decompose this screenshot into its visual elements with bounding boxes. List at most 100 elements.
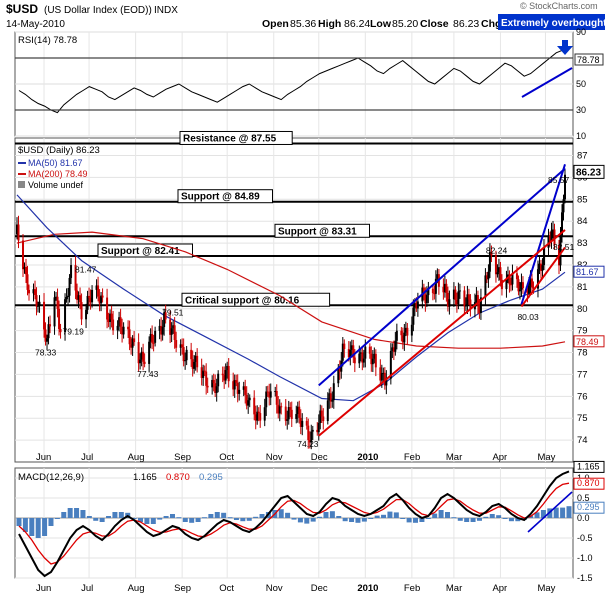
price-bar-body [307, 425, 310, 441]
price-bar-body [433, 293, 436, 295]
price-x-label: Apr [492, 452, 507, 463]
macd-histogram-bar [208, 514, 214, 518]
price-bar-body [116, 325, 119, 331]
macd-x-label: Nov [266, 583, 283, 594]
level-label: Support @ 84.89 [181, 192, 260, 203]
price-bar-body [173, 325, 176, 341]
price-bar-body [374, 353, 377, 368]
price-bar-body [131, 338, 134, 348]
price-bar-body [175, 340, 178, 348]
price-bar-body [478, 305, 481, 313]
price-bar-body [224, 370, 227, 381]
price-bar-body [214, 383, 217, 393]
macd-histogram-bar [74, 508, 80, 518]
price-bar-body [508, 274, 511, 285]
macd-histogram-bar [16, 518, 22, 526]
price-bar-body [529, 278, 532, 286]
macd-x-label: 2010 [357, 583, 378, 594]
price-bar-body [221, 373, 224, 376]
price-bar-body [86, 295, 89, 310]
macd-panel: 1.00.50.0-0.5-1.0-1.5 MACD(12,26,9) 1.16… [14, 460, 605, 594]
price-bar-body [164, 312, 167, 320]
red-trendline [318, 229, 566, 437]
macd-x-label: Jul [81, 583, 93, 594]
price-bar-body [562, 199, 565, 213]
macd-histogram-bar [413, 518, 419, 523]
price-bar-body [395, 330, 398, 341]
level-label: Critical support @ 80.16 [185, 295, 300, 306]
price-bar-body [364, 346, 367, 359]
overbought-callout-text: Extremely overbought [501, 18, 607, 29]
price-bar-body [58, 308, 61, 329]
price-annotation: 77.43 [137, 369, 159, 379]
macd-histogram-bar [566, 506, 572, 518]
price-bar-body [352, 345, 355, 358]
macd-histogram-bar [35, 518, 41, 538]
price-bar-body [319, 410, 322, 423]
price-bar-body [446, 292, 449, 307]
macd-legend-value: 1.165 [133, 472, 157, 483]
price-bar-body [65, 296, 68, 300]
macd-histogram-bar [138, 518, 144, 522]
rsi-tick-label: 10 [576, 131, 586, 141]
macd-histogram-bar [176, 517, 182, 519]
chart-symbol-name: (US Dollar Index (EOD)) [44, 5, 152, 16]
price-bar-body [401, 335, 404, 343]
price-bar-body [434, 278, 437, 294]
macd-value-box [573, 477, 605, 490]
price-bar-body [106, 297, 109, 320]
macd-histogram-bar [48, 518, 54, 526]
price-bar-body [296, 406, 299, 415]
price-bar-body [265, 391, 268, 408]
price-bar-body [403, 332, 406, 343]
rsi-tick-label: 50 [576, 79, 586, 89]
macd-histogram-bar [496, 515, 502, 518]
price-bar-body [74, 265, 77, 291]
price-bar-body [424, 294, 427, 304]
price-bar-body [59, 328, 62, 333]
macd-histogram-bar [80, 510, 86, 518]
price-bar-body [28, 289, 31, 294]
macd-histogram-bar [278, 509, 284, 518]
price-bar-body [436, 274, 439, 279]
macd-histogram-bar [342, 518, 348, 522]
price-annotation: 82.24 [486, 246, 508, 256]
macd-histogram-bar [99, 518, 105, 522]
price-bar-body [68, 277, 71, 296]
price-bar-body [89, 297, 92, 303]
price-bar-body [67, 295, 70, 297]
price-bar-body [359, 352, 362, 354]
price-bar-body [494, 255, 497, 275]
price-bar-body [275, 391, 278, 405]
price-bar-body [466, 294, 469, 306]
price-bar-body [497, 267, 500, 273]
macd-histogram-bar [253, 516, 259, 518]
price-legend-symbol: $USD (Daily) 86.23 [18, 145, 100, 156]
price-bar-body [143, 361, 146, 364]
price-bar-body [226, 365, 229, 371]
price-bar-body [499, 267, 502, 280]
price-bar-body [475, 295, 478, 303]
price-bar-body [160, 325, 163, 335]
price-bar-body [541, 265, 544, 271]
high-value: 86.24 [344, 18, 370, 30]
price-bar-body [487, 271, 490, 280]
macd-histogram-bar [451, 517, 457, 519]
rsi-tick-label: 30 [576, 105, 586, 115]
price-bar-body [380, 373, 383, 381]
price-bar-body [527, 285, 530, 294]
price-bar-body [109, 313, 112, 323]
price-bar-body [455, 299, 458, 305]
price-bar-body [496, 272, 499, 275]
price-tick-label: 78 [577, 348, 588, 359]
price-bar-body [316, 429, 319, 433]
rsi-last-label: 78.78 [577, 55, 600, 65]
price-tick-label: 75 [577, 413, 588, 424]
price-bar-body [331, 400, 334, 402]
overbought-callout-box [498, 14, 605, 30]
price-bar-body [532, 287, 535, 289]
macd-histogram-bar [470, 518, 476, 522]
price-bar-body [122, 326, 125, 335]
price-bar-body [202, 370, 205, 378]
price-annotation: 79.51 [162, 307, 184, 317]
